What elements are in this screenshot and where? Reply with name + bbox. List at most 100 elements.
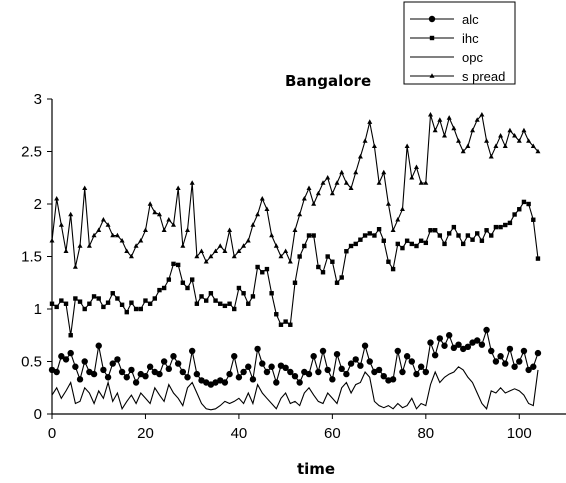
data-point-ihc: [194, 301, 200, 306]
data-point-alc: [445, 332, 453, 339]
data-point-alc: [254, 345, 261, 353]
data-point-alc: [483, 326, 490, 334]
data-point-alc: [123, 374, 130, 381]
data-point-ihc: [288, 322, 293, 327]
data-point-ihc: [479, 238, 485, 243]
data-point-ihc: [461, 241, 466, 247]
data-point-ihc: [96, 296, 101, 301]
data-point-ihc: [339, 275, 344, 280]
data-point-ihc: [115, 296, 120, 301]
legend-box: [403, 1, 516, 85]
data-point-spread: [474, 117, 480, 122]
data-point-spread: [194, 253, 200, 259]
data-point-spread: [306, 185, 312, 191]
data-point-spread: [301, 195, 307, 201]
data-point-alc: [534, 349, 542, 357]
data-point-spread: [170, 222, 176, 227]
data-point-alc: [502, 360, 509, 367]
data-point-spread: [110, 232, 116, 238]
series-line-ihc: [51, 201, 539, 336]
data-point-ihc: [484, 228, 489, 233]
data-point-spread: [451, 125, 457, 131]
data-point-ihc: [428, 228, 433, 233]
data-point-alc: [226, 370, 233, 378]
data-point-ihc: [423, 240, 429, 246]
data-point-alc: [417, 363, 425, 370]
data-point-alc: [422, 368, 430, 376]
data-point-ihc: [493, 224, 499, 230]
legend-marker-spread: [429, 73, 435, 78]
data-point-alc: [263, 368, 271, 376]
data-point-alc: [165, 365, 173, 373]
data-point-ihc: [297, 254, 302, 259]
data-point-ihc: [250, 294, 256, 299]
data-point-ihc: [409, 241, 414, 247]
data-point-ihc: [264, 266, 270, 272]
data-point-alc: [333, 350, 341, 358]
data-point-ihc: [185, 285, 190, 291]
data-point-alc: [170, 353, 177, 360]
data-point-alc: [160, 358, 168, 365]
data-point-ihc: [390, 266, 396, 272]
data-point-alc: [394, 347, 401, 355]
data-point-alc: [231, 353, 238, 360]
series-ihc: [49, 199, 541, 338]
data-point-alc: [478, 341, 486, 348]
data-point-spread: [96, 227, 102, 233]
data-point-ihc: [283, 319, 288, 324]
data-point-spread: [236, 248, 242, 254]
data-point-alc: [53, 368, 60, 376]
data-point-alc: [142, 373, 149, 380]
data-point-spread: [399, 206, 405, 212]
data-point-ihc: [101, 304, 106, 310]
data-point-spread: [418, 180, 424, 185]
data-point-ihc: [330, 259, 335, 264]
data-point-alc: [100, 366, 107, 374]
data-point-alc: [427, 339, 434, 346]
data-point-ihc: [68, 333, 73, 338]
data-point-alc: [497, 353, 504, 360]
data-point-ihc: [133, 306, 139, 312]
data-point-spread: [521, 127, 527, 133]
data-point-ihc: [73, 296, 78, 301]
data-point-alc: [259, 360, 266, 367]
data-point-spread: [339, 169, 345, 175]
data-point-ihc: [320, 270, 326, 275]
data-point-alc: [366, 358, 373, 365]
data-point-ihc: [218, 301, 223, 306]
data-point-alc: [184, 374, 191, 381]
data-point-ihc: [446, 231, 452, 236]
data-point-alc: [525, 366, 532, 374]
data-point-alc: [343, 370, 350, 378]
data-point-spread: [100, 216, 106, 222]
data-point-ihc: [236, 285, 242, 291]
data-point-alc: [58, 353, 65, 360]
data-point-spread: [423, 180, 429, 185]
data-point-spread: [320, 180, 326, 185]
data-point-alc: [146, 363, 154, 370]
data-point-alc: [90, 370, 98, 378]
data-point-ihc: [386, 259, 391, 264]
data-point-alc: [76, 376, 84, 383]
data-point-spread: [152, 209, 158, 215]
data-point-spread: [273, 243, 279, 248]
data-point-ihc: [503, 222, 508, 228]
data-point-alc: [282, 364, 289, 371]
data-point-spread: [371, 143, 377, 149]
data-point-spread: [166, 216, 172, 222]
data-point-spread: [404, 143, 410, 149]
data-point-ihc: [91, 294, 97, 299]
data-point-alc: [352, 356, 359, 363]
data-point-alc: [511, 363, 518, 370]
data-point-alc: [338, 365, 345, 373]
y-tick-label: 0: [34, 406, 42, 423]
data-point-ihc: [278, 322, 284, 327]
data-point-spread: [264, 206, 270, 212]
data-point-ihc: [353, 241, 358, 247]
data-point-ihc: [498, 224, 503, 230]
data-point-ihc: [418, 238, 424, 243]
data-point-spread: [142, 227, 148, 233]
x-tick-label: 40: [231, 425, 248, 442]
data-point-spread: [353, 169, 359, 175]
data-point-ihc: [77, 299, 83, 304]
